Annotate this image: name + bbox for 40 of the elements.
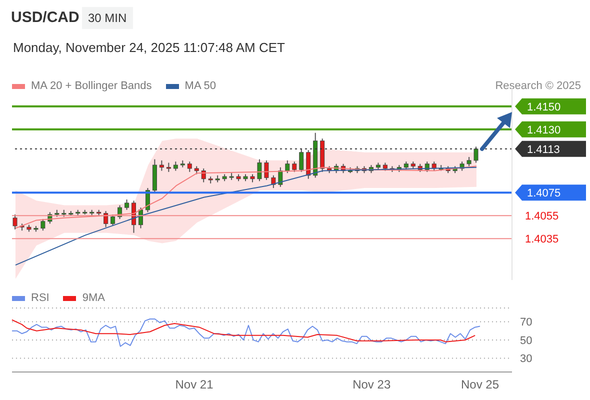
y-tick-label: 1.4113 xyxy=(527,144,560,156)
candlestick xyxy=(264,160,269,180)
line-series xyxy=(12,318,480,347)
y-tick-label: 30 xyxy=(520,353,532,366)
candlestick xyxy=(159,160,164,172)
y-tick-label: 50 xyxy=(520,334,532,347)
candlestick xyxy=(187,161,192,172)
chart-title: USD/CAD xyxy=(11,9,80,26)
y-tick-label: 1.4035 xyxy=(525,234,559,246)
y-tick-label: 1.4130 xyxy=(527,124,561,136)
candlestick xyxy=(104,210,108,228)
candlestick xyxy=(474,146,478,164)
x-tick-label: Nov 21 xyxy=(175,378,214,392)
candlestick xyxy=(299,148,304,172)
y-tick-label: 1.4055 xyxy=(525,210,559,223)
legend-label: RSI xyxy=(31,292,50,304)
candlestick xyxy=(12,214,18,230)
candlestick xyxy=(173,161,178,172)
y-tick-label: 70 xyxy=(520,316,532,329)
line-series xyxy=(12,319,476,342)
chart-subtitle: 30 MIN xyxy=(82,7,133,29)
x-tick-label: Nov 23 xyxy=(352,378,391,392)
candlestick xyxy=(285,160,290,174)
line-series xyxy=(14,166,478,266)
y-tick-label: 1.4075 xyxy=(527,188,561,200)
text: Research © 2025 xyxy=(495,80,581,92)
legend-label: 9MA xyxy=(82,292,105,304)
legend-label: MA 50 xyxy=(184,80,216,92)
candlestick xyxy=(257,158,262,182)
candlestick xyxy=(124,199,130,210)
legend-label: MA 20 + Bollinger Bands xyxy=(31,80,152,92)
candlestick xyxy=(271,174,276,189)
text: Monday, November 24, 2025 11:07:48 AM CET xyxy=(13,40,285,55)
candlestick xyxy=(166,162,171,172)
candlestick xyxy=(466,156,472,167)
candlestick xyxy=(306,150,311,180)
candlestick xyxy=(40,218,46,232)
candlestick xyxy=(292,161,297,172)
y-tick-label: 1.4150 xyxy=(527,101,561,114)
x-tick-label: Nov 25 xyxy=(460,378,500,392)
